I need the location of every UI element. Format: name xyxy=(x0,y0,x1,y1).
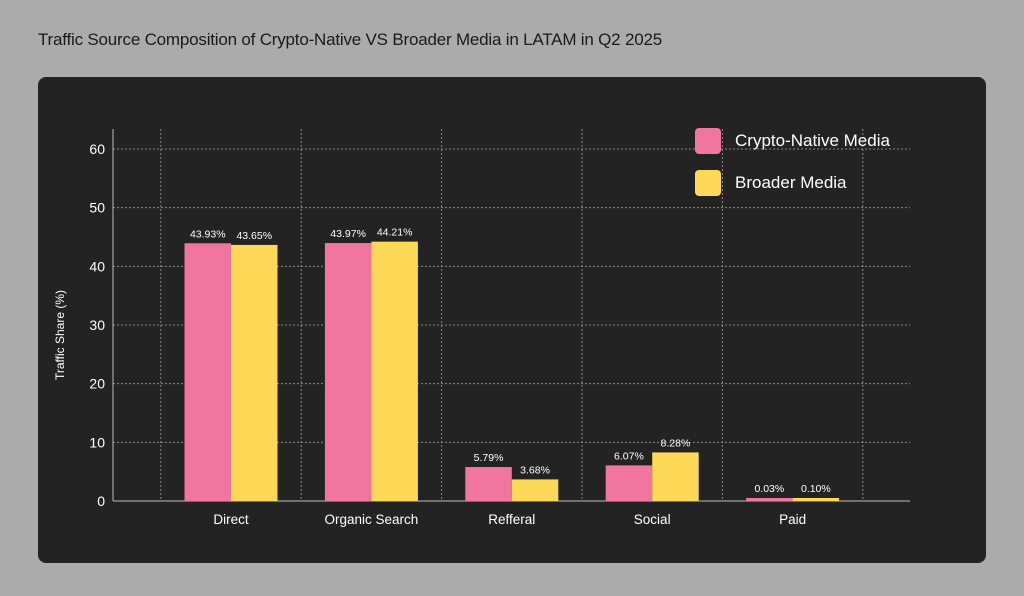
bar-crypto-native xyxy=(746,498,793,501)
bar-broader-media xyxy=(371,241,418,501)
legend: Crypto-Native Media Broader Media xyxy=(695,127,890,211)
x-tick-label: Direct xyxy=(213,512,249,527)
y-tick-label: 0 xyxy=(97,493,105,509)
x-tick-label: Organic Search xyxy=(325,512,419,527)
bar-value-label: 0.03% xyxy=(754,483,784,495)
y-axis-label: Traffic Share (%) xyxy=(53,290,67,380)
bar-value-label: 5.79% xyxy=(474,452,504,464)
bar-value-label: 0.10% xyxy=(801,483,831,495)
y-tick-label: 20 xyxy=(89,376,105,392)
x-tick-label: Paid xyxy=(779,512,806,527)
legend-item-broader-media: Broader Media xyxy=(695,169,890,197)
bar-value-label: 8.28% xyxy=(661,437,691,449)
bar-crypto-native xyxy=(465,467,512,501)
y-tick-label: 60 xyxy=(89,141,105,157)
bar-value-label: 3.68% xyxy=(520,464,550,476)
bar-crypto-native xyxy=(184,243,231,501)
legend-swatch-broader-media xyxy=(695,170,721,196)
x-tick-label: Social xyxy=(634,512,671,527)
bar-broader-media xyxy=(511,479,559,501)
bar-crypto-native xyxy=(324,243,372,501)
y-tick-label: 30 xyxy=(89,317,105,333)
bar-crypto-native xyxy=(605,465,653,501)
legend-label-broader-media: Broader Media xyxy=(735,173,847,192)
legend-swatch-crypto-native xyxy=(695,128,721,154)
y-tick-label: 10 xyxy=(89,434,105,450)
bar-value-label: 6.07% xyxy=(614,450,644,462)
legend-label-crypto-native: Crypto-Native Media xyxy=(735,131,890,150)
x-tick-label: Refferal xyxy=(488,512,535,527)
bar-value-label: 43.93% xyxy=(190,228,226,240)
chart-title: Traffic Source Composition of Crypto-Nat… xyxy=(38,30,662,49)
bar-value-label: 44.21% xyxy=(377,227,413,239)
chart-panel: 0 10 20 30 40 50 60 Traffic Share (%) 43.93% 43.6… xyxy=(38,77,986,563)
bar-broader-media xyxy=(231,244,278,502)
bar-chart: 0 10 20 30 40 50 60 Traffic Share (%) 43.93% 43.6… xyxy=(53,129,910,527)
y-tick-label: 50 xyxy=(89,200,105,216)
bar-broader-media xyxy=(652,452,699,501)
bar-value-label: 43.97% xyxy=(330,228,366,240)
legend-item-crypto-native: Crypto-Native Media xyxy=(695,127,890,155)
bar-value-label: 43.65% xyxy=(236,230,272,242)
y-tick-label: 40 xyxy=(89,258,105,274)
bar-broader-media xyxy=(792,498,840,501)
